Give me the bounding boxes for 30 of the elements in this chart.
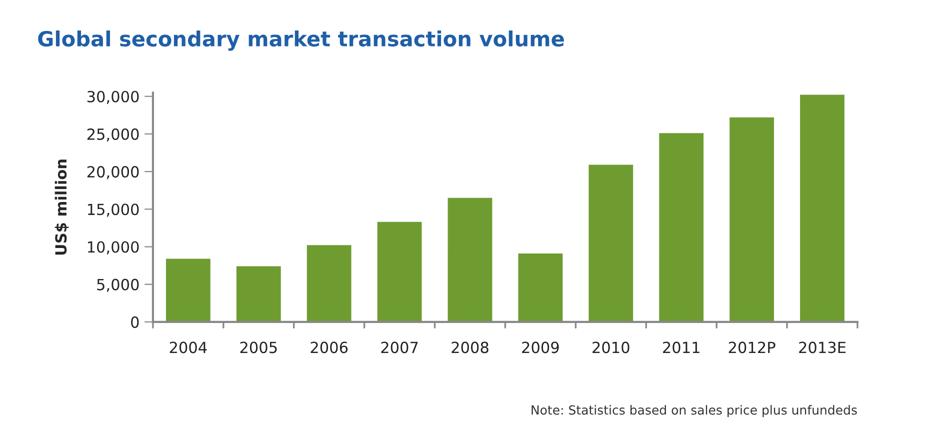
x-tick-label: 2006 bbox=[310, 342, 348, 354]
bar bbox=[658, 132, 705, 322]
y-tick-label: 25,000 bbox=[87, 128, 139, 142]
y-tick-label: 5,000 bbox=[97, 278, 139, 292]
bar bbox=[235, 264, 282, 322]
y-tick-label: 30,000 bbox=[87, 90, 139, 104]
text: Note: Statistics based on sales price plus unfundeds bbox=[532, 405, 857, 418]
y-tick-label: 10,000 bbox=[88, 241, 139, 254]
x-tick-label: 2007 bbox=[381, 342, 418, 354]
bar bbox=[516, 252, 564, 322]
bar bbox=[587, 163, 634, 322]
bar bbox=[305, 244, 353, 322]
bar bbox=[164, 257, 212, 322]
x-tick-label: 2009 bbox=[522, 342, 559, 354]
bar bbox=[728, 116, 776, 322]
x-tick-label: 2012P bbox=[728, 342, 776, 354]
y-tick-label: 0 bbox=[131, 316, 139, 328]
bar bbox=[376, 220, 424, 322]
x-tick-label: 2004 bbox=[170, 342, 207, 354]
x-tick-label: 2005 bbox=[240, 342, 277, 354]
y-tick-label: 20,000 bbox=[87, 166, 139, 180]
y-tick-label: 15,000 bbox=[88, 204, 139, 217]
bar bbox=[798, 93, 846, 322]
x-tick-label: 2013E bbox=[799, 342, 846, 354]
y-axis-title: US$ million bbox=[54, 160, 69, 255]
x-tick-label: 2011 bbox=[663, 342, 700, 354]
bar bbox=[446, 196, 494, 322]
chart-title: Global secondary market transaction volume bbox=[38, 30, 564, 51]
x-tick-label: 2008 bbox=[452, 342, 488, 354]
x-tick-label: 2010 bbox=[592, 342, 630, 354]
